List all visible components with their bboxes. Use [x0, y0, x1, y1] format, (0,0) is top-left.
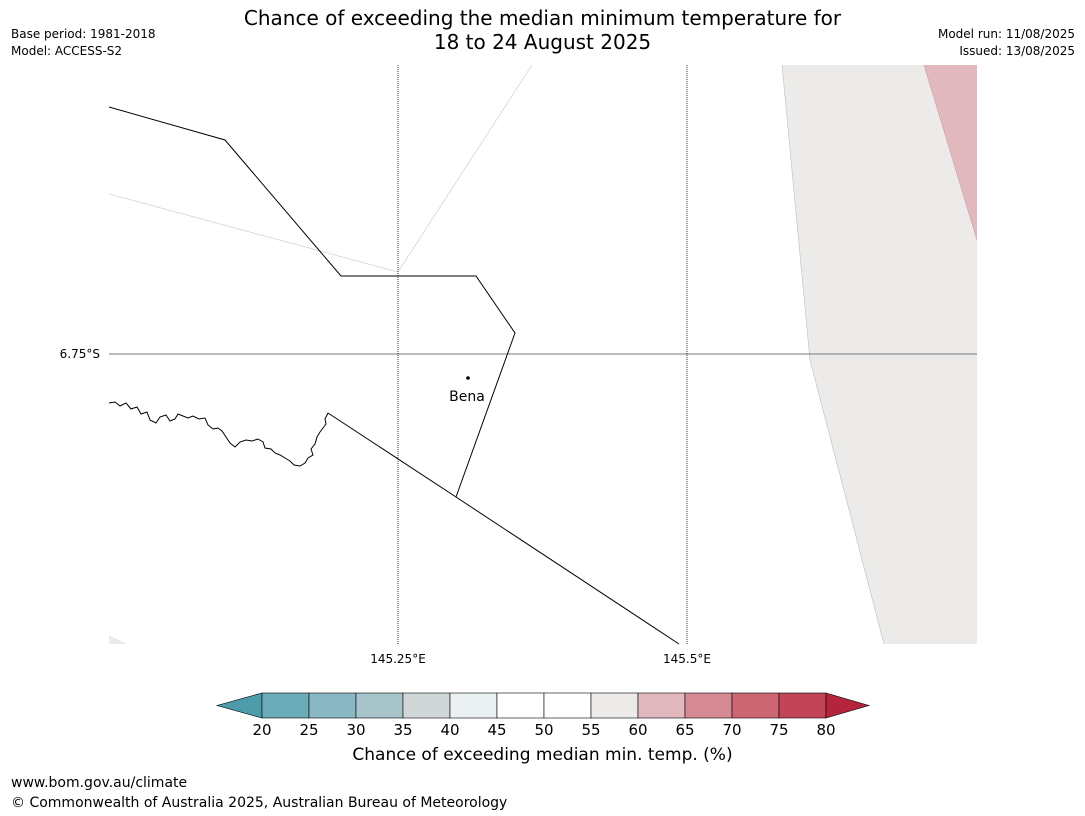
contour-edge: [781, 64, 885, 645]
colorbar-tick-label: 55: [581, 721, 600, 739]
title-line-2: 18 to 24 August 2025: [433, 30, 652, 54]
longitude-label: 145.5°E: [663, 652, 711, 666]
colorbar-segment: [402, 692, 451, 719]
colorbar: 20 25 30 35 40 45 50 55 60 65 70 75 80: [215, 692, 871, 739]
colorbar-extend-high: [825, 692, 871, 719]
colorbar-extend-low: [215, 692, 263, 719]
colorbar-tick-label: 45: [487, 721, 506, 739]
probability-area-corner: [109, 635, 127, 644]
colorbar-tick-label: 70: [722, 721, 741, 739]
contour-edge: [923, 64, 978, 241]
latitude-label: 6.75°S: [60, 347, 100, 361]
river-line: [108, 401, 329, 467]
colorbar-segment: [778, 692, 827, 719]
model-run: Model run: 11/08/2025: [937, 27, 1075, 41]
colorbar-segment: [731, 692, 780, 719]
footer-url: www.bom.gov.au/climate: [11, 775, 188, 791]
longitude-label: 145.25°E: [370, 652, 426, 666]
issued-date: Issued: 13/08/2025: [959, 44, 1075, 58]
bena-marker: [466, 376, 470, 380]
place-label-bena: Bena: [449, 389, 485, 405]
colorbar-segment: [496, 692, 545, 719]
colorbar-tick-label: 25: [299, 721, 318, 739]
base-period: Base period: 1981-2018: [11, 27, 156, 41]
colorbar-tick-label: 50: [534, 721, 553, 739]
colorbar-tick-label: 65: [675, 721, 694, 739]
colorbar-tick-label: 75: [769, 721, 788, 739]
model-name: Model: ACCESS-S2: [11, 44, 123, 58]
meta-left: Base period: 1981-2018 Model: ACCESS-S2: [11, 26, 156, 60]
colorbar-tick-label: 40: [440, 721, 459, 739]
colorbar-tick-label: 35: [393, 721, 412, 739]
colorbar-segment: [449, 692, 498, 719]
colorbar-tick-label: 80: [816, 721, 835, 739]
colorbar-segment: [261, 692, 310, 719]
colorbar-tick-label: 30: [346, 721, 365, 739]
chart-title: Chance of exceeding the median minimum t…: [0, 6, 1085, 54]
colorbar-title: Chance of exceeding median min. temp. (%…: [352, 745, 733, 765]
colorbar-segment: [308, 692, 357, 719]
colorbar-segment: [590, 692, 639, 719]
province-boundary: [327, 412, 680, 645]
colorbar-segment: [637, 692, 686, 719]
title-line-1: Chance of exceeding the median minimum t…: [243, 6, 842, 30]
footer-copyright: © Commonwealth of Australia 2025, Austra…: [11, 795, 508, 811]
colorbar-segment: [355, 692, 404, 719]
meta-right: Model run: 11/08/2025 Issued: 13/08/2025: [938, 26, 1075, 60]
colorbar-segment: [543, 692, 592, 719]
colorbar-tick-label: 60: [628, 721, 647, 739]
colorbar-segment: [684, 692, 733, 719]
province-boundary: [108, 106, 516, 498]
contour-edge: [108, 64, 533, 273]
colorbar-tick-label: 20: [252, 721, 271, 739]
